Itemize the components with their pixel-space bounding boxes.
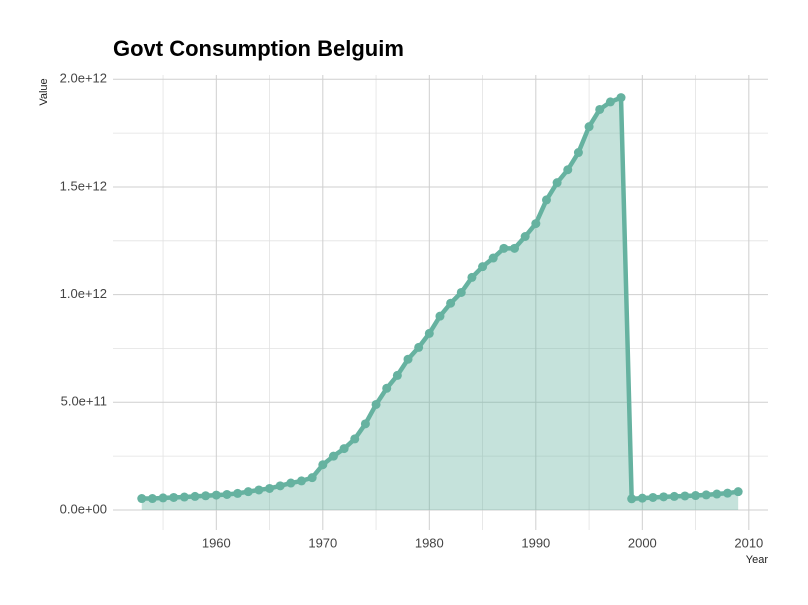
y-tick-label: 5.0e+11 <box>61 394 107 409</box>
x-tick-label: 2010 <box>734 535 763 550</box>
point <box>414 342 424 352</box>
point <box>371 399 381 409</box>
point <box>403 354 413 364</box>
point <box>435 311 445 321</box>
point <box>648 492 658 502</box>
point <box>158 493 168 503</box>
point <box>499 243 509 253</box>
x-tick-label: 1990 <box>521 535 550 550</box>
point <box>446 298 456 308</box>
point <box>637 493 647 503</box>
point <box>382 383 392 393</box>
point <box>467 272 477 282</box>
point <box>488 253 498 263</box>
point <box>265 483 275 493</box>
point <box>222 489 232 499</box>
y-tick-label: 0.0e+00 <box>60 501 107 516</box>
area <box>141 97 739 510</box>
point <box>541 195 551 205</box>
point <box>318 460 328 470</box>
point <box>669 491 679 501</box>
point <box>424 328 434 338</box>
point <box>552 178 562 188</box>
x-tick-label: 2000 <box>628 535 657 550</box>
point <box>627 494 637 504</box>
point <box>328 451 338 461</box>
point <box>595 104 605 114</box>
point <box>307 473 317 483</box>
point <box>339 444 349 454</box>
point <box>573 148 583 158</box>
point <box>691 491 701 501</box>
y-tick-label: 1.5e+12 <box>60 178 107 193</box>
point <box>190 491 200 501</box>
point <box>137 494 147 504</box>
point <box>510 243 520 253</box>
point <box>733 487 743 497</box>
y-tick-label: 2.0e+12 <box>60 71 107 86</box>
point <box>723 488 733 498</box>
point <box>350 434 360 444</box>
point <box>456 287 466 297</box>
point <box>179 492 189 502</box>
point <box>254 485 264 495</box>
point <box>392 370 402 380</box>
point <box>563 165 573 175</box>
x-tick-label: 1980 <box>415 535 444 550</box>
chart-title: Govt Consumption Belguim <box>113 36 404 61</box>
point <box>520 232 530 242</box>
x-axis-title: Year <box>746 554 769 566</box>
point <box>360 419 370 429</box>
point <box>531 219 541 229</box>
point <box>286 478 296 488</box>
point <box>275 481 285 491</box>
point <box>605 97 615 107</box>
point <box>201 491 211 501</box>
x-tick-label: 1960 <box>202 535 231 550</box>
point <box>169 492 179 502</box>
point <box>233 488 243 498</box>
x-tick-label: 1970 <box>308 535 337 550</box>
point <box>701 490 711 500</box>
point <box>243 487 253 497</box>
point <box>211 490 221 500</box>
y-tick-label: 1.0e+12 <box>60 286 107 301</box>
point <box>616 93 626 103</box>
point <box>147 494 157 504</box>
point <box>478 262 488 272</box>
y-axis-title: Value <box>38 78 50 105</box>
point <box>297 476 307 486</box>
point <box>659 492 669 502</box>
point <box>584 122 594 132</box>
point <box>680 491 690 501</box>
point <box>712 489 722 499</box>
